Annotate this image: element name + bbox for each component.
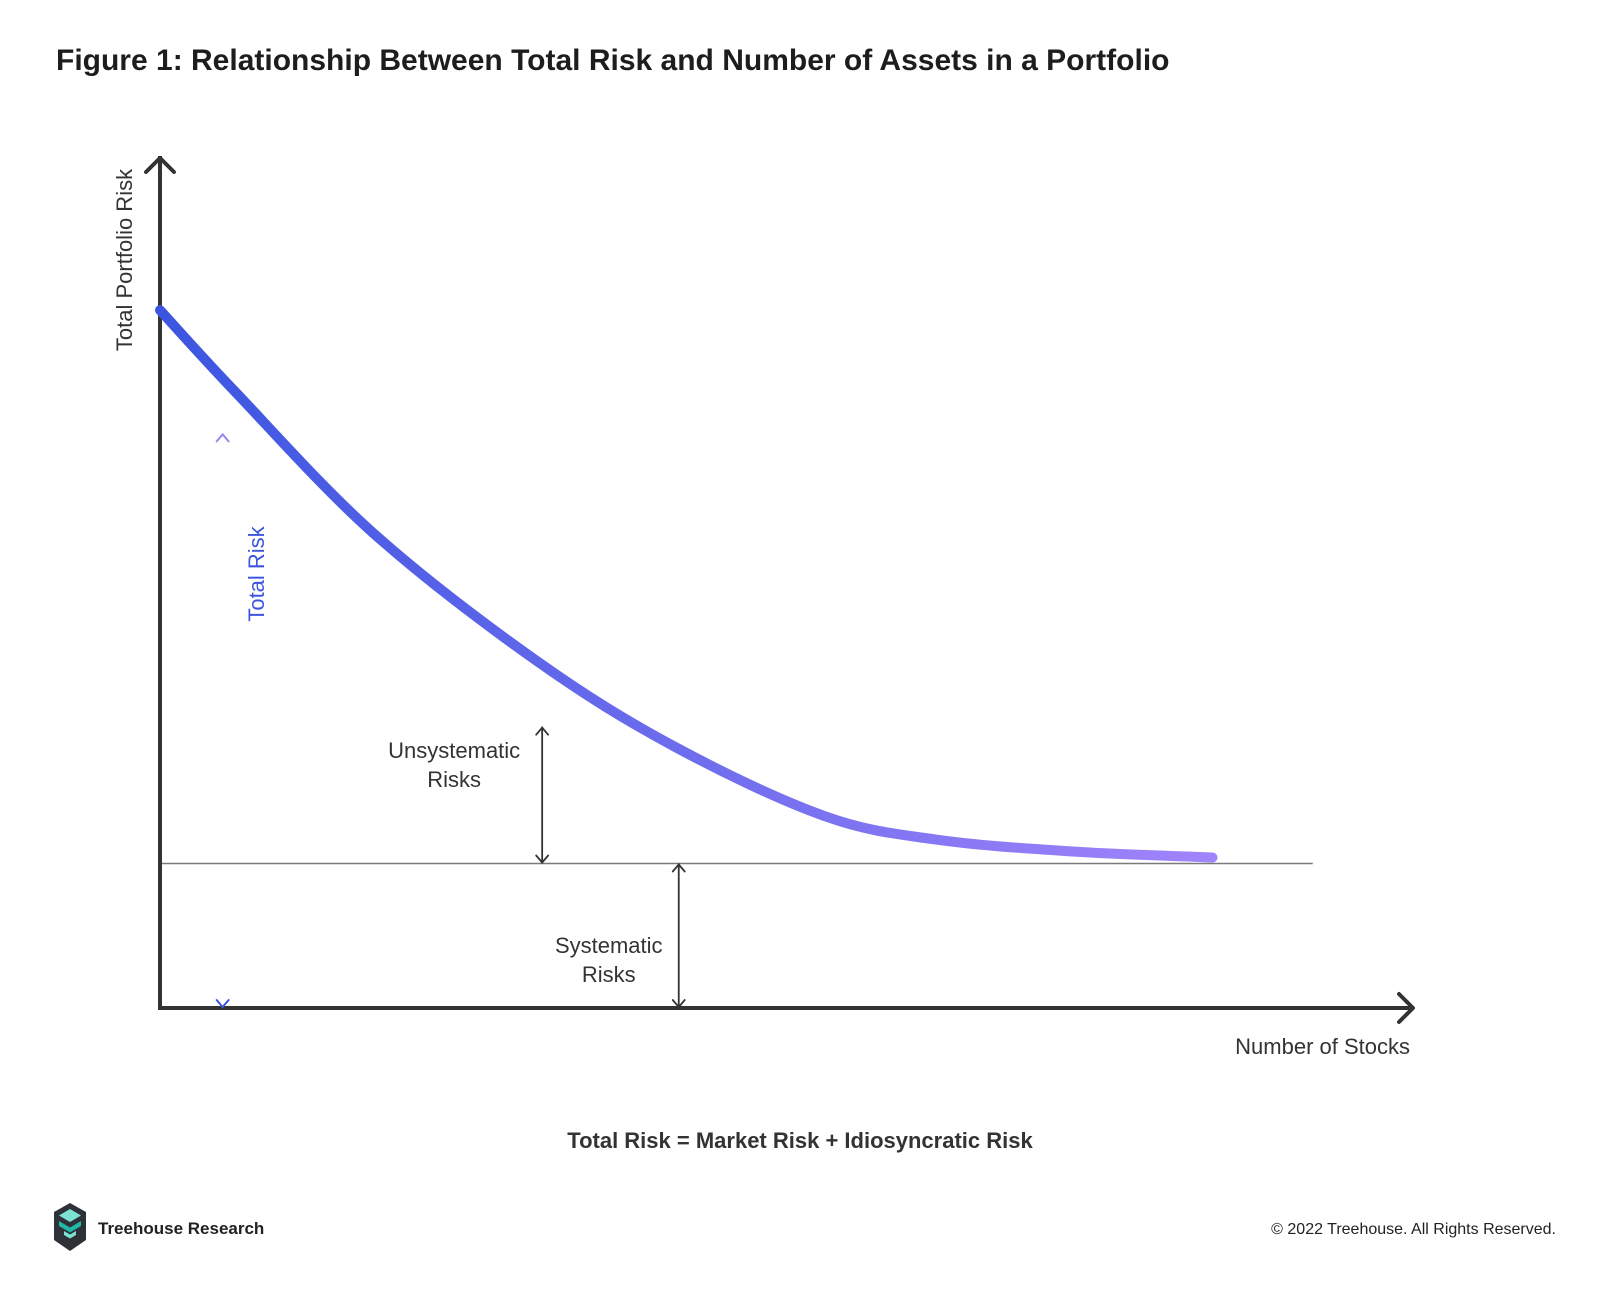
systematic-risk-label-line-1: Systematic: [555, 933, 663, 958]
y-axis-arrowhead: [144, 156, 176, 174]
figure-title: Figure 1: Relationship Between Total Ris…: [56, 44, 1170, 77]
unsystematic-risk-arrow-head-top: [535, 726, 550, 736]
systematic-risk-arrow-head-bottom: [671, 999, 686, 1009]
brand-name: Treehouse Research: [98, 1219, 265, 1238]
x-axis-label: Number of Stocks: [1235, 1034, 1410, 1059]
total-risk-label: Total Risk: [244, 525, 269, 621]
systematic-risk-label-line-2: Risks: [582, 962, 636, 987]
unsystematic-risk-label-line-2: Risks: [427, 767, 481, 792]
total-risk-curve: [155, 305, 1218, 863]
brand: Treehouse Research: [54, 1203, 264, 1255]
total-risk-arrow-head-top: [215, 432, 230, 443]
unsystematic-risk-label-line-1: Unsystematic: [388, 738, 520, 763]
x-axis-arrowhead: [1397, 992, 1415, 1024]
treehouse-logo-icon: [54, 1203, 86, 1251]
risk-formula: Total Risk = Market Risk + Idiosyncratic…: [567, 1128, 1033, 1153]
unsystematic-risk-arrow-head-bottom: [535, 854, 550, 864]
total-risk-arrow-head-bottom: [215, 999, 230, 1009]
copyright-notice: © 2022 Treehouse. All Rights Reserved.: [1271, 1221, 1556, 1238]
systematic-risk-arrow-head-top: [671, 863, 686, 873]
y-axis-label: Total Portfolio Risk: [112, 168, 137, 351]
